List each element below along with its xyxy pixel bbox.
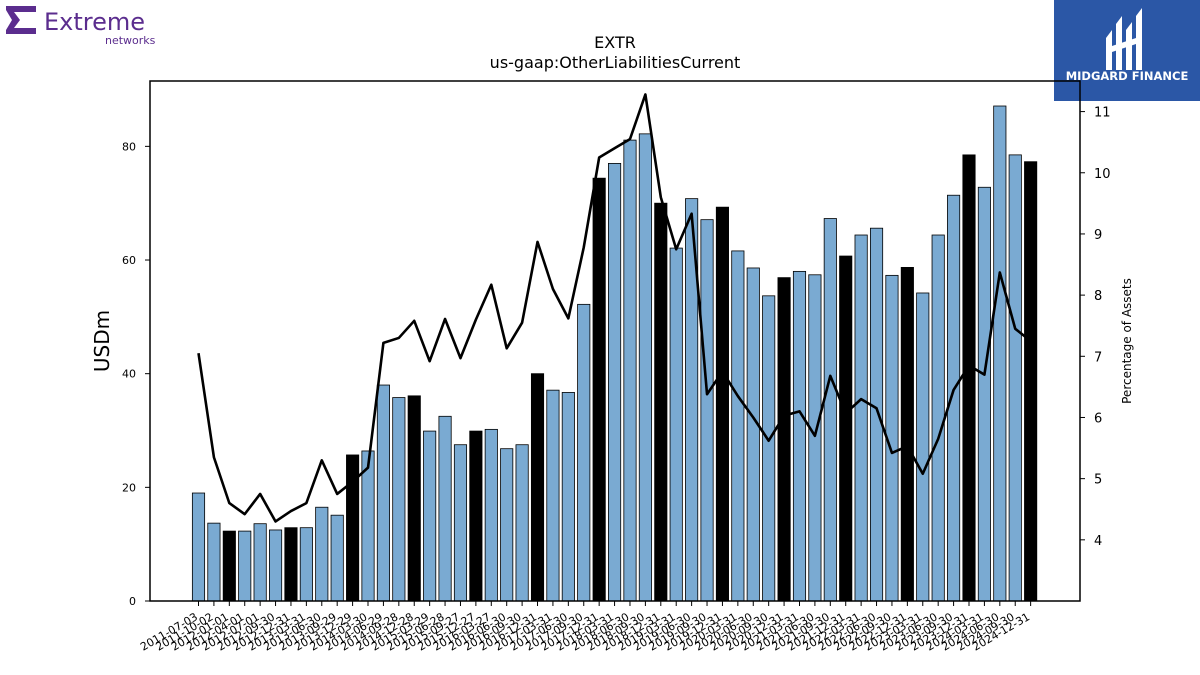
y2-tick-label: 4 [1094,534,1102,549]
y2-tick-label: 8 [1094,289,1102,304]
line-series [197,93,1032,523]
bar [977,186,991,602]
bar [592,177,606,602]
bar [453,444,468,602]
bar-series [191,105,1038,602]
bar [438,415,452,602]
y-tick-label: 20 [122,481,136,494]
chart-title: EXTR [594,33,636,52]
bar [869,227,884,602]
bar [299,527,313,602]
y2-tick-label: 7 [1094,350,1102,365]
bar [762,295,776,602]
bar [669,247,683,602]
bar [407,395,421,602]
bar [561,392,575,602]
bar [731,250,745,602]
bar [962,154,976,602]
bar [715,206,729,602]
y-tick-label: 40 [122,368,136,381]
bar [361,450,375,602]
bar [823,218,837,602]
plot-frame [149,80,1081,602]
y-tick-label: 60 [122,254,136,267]
y-tick-label: 80 [122,140,136,153]
bar [423,430,437,602]
bar [484,428,498,602]
bar [608,162,622,602]
bar [469,430,483,602]
bar [191,492,206,602]
bar [931,234,945,602]
bar [515,444,529,602]
bar [916,292,930,602]
y-tick-label: 0 [129,595,136,608]
x-axis: 2011-07-032011-10-022012-01-012012-04-01… [138,601,1032,654]
bar [947,194,961,602]
bar [654,202,668,602]
y2-tick-label: 9 [1094,228,1102,243]
y-axis-right: 4 5 6 7 8 9 10 11 [1080,106,1111,549]
y-axis-left: 0 20 40 60 80 [122,140,150,608]
bar [222,530,236,602]
bar [238,530,252,602]
bar [1008,154,1022,602]
bar [392,397,406,602]
bar [700,219,714,602]
y2-tick-label: 10 [1094,167,1111,182]
extreme-logo-mark-icon [6,6,36,34]
company-logo-sub: networks [105,34,156,47]
bar [330,514,344,602]
bar [207,522,221,602]
midgard-mark-icon [1106,8,1142,70]
bar [638,133,652,602]
bar [623,139,637,602]
bar [546,389,560,602]
y2-tick-label: 5 [1094,473,1102,488]
bar [577,303,591,602]
bar [792,270,807,602]
bar [1024,161,1038,602]
y2-tick-label: 11 [1094,106,1111,121]
bar [530,373,545,602]
bar [839,255,853,602]
midgard-finance-logo: MIDGARD FINANCE [1054,0,1200,101]
bar [253,523,267,602]
company-logo-name: Extreme [44,8,145,36]
bar [900,266,914,602]
bar [746,267,760,602]
bar [808,274,822,602]
bar [284,527,298,602]
bar [268,529,283,602]
brand-name: MIDGARD FINANCE [1066,69,1189,83]
y2-tick-label: 6 [1094,411,1102,426]
bar [993,105,1007,602]
bar [854,234,868,602]
bar [500,448,514,602]
bar [376,384,390,602]
series-line [197,93,1032,523]
y-axis-label: USDm [90,310,114,372]
bar [777,277,791,602]
y2-axis-label: Percentage of Assets [1120,278,1134,404]
bar [315,506,329,602]
chart-subtitle: us-gaap:OtherLiabilitiesCurrent [490,53,741,72]
extreme-networks-logo: Extreme networks [4,4,184,52]
